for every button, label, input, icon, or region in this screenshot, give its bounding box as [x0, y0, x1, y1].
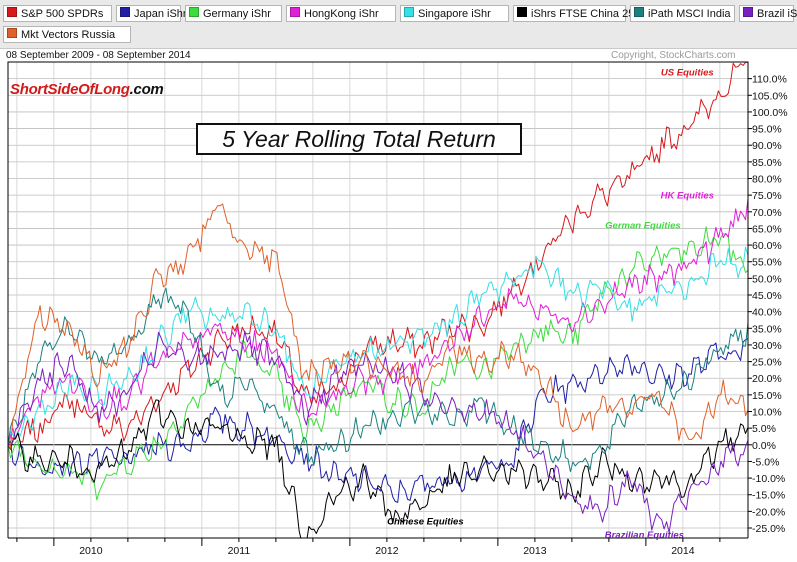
y-tick-label: 95.0% — [752, 124, 782, 136]
y-tick-label: 0.0% — [752, 440, 776, 452]
legend-swatch — [743, 7, 753, 17]
legend-swatch — [404, 7, 414, 17]
y-tick-label: 35.0% — [752, 323, 782, 335]
legend-item[interactable]: Japan iShr — [116, 5, 187, 22]
legend-item[interactable]: Singapore iShr — [400, 5, 509, 22]
chart-title: 5 Year Rolling Total Return — [196, 123, 522, 155]
legend-swatch — [189, 7, 199, 17]
legend-swatch — [290, 7, 300, 17]
y-tick-label: 70.0% — [752, 207, 782, 219]
legend-label: HongKong iShr — [304, 8, 379, 20]
y-tick-label: 90.0% — [752, 140, 782, 152]
legend-item[interactable]: HongKong iShr — [286, 5, 396, 22]
legend-swatch — [634, 7, 644, 17]
y-tick-label: 40.0% — [752, 307, 782, 319]
x-axis-band — [0, 538, 797, 562]
series-line — [7, 399, 749, 547]
series-annotation: German Equities — [605, 220, 681, 231]
y-tick-label: 55.0% — [752, 257, 782, 269]
y-tick-label: -10.0% — [752, 473, 785, 485]
legend-item[interactable]: iShrs FTSE China 25 — [513, 5, 634, 22]
legend-item[interactable]: Mkt Vectors Russia — [3, 26, 131, 43]
y-tick-label: -5.0% — [752, 456, 779, 468]
series-line — [7, 198, 749, 445]
y-tick-label: 110.0% — [752, 74, 787, 86]
legend-label: Japan iShr — [134, 8, 187, 20]
y-tick-label: 45.0% — [752, 290, 782, 302]
y-tick-label: 20.0% — [752, 373, 782, 385]
legend-label: iPath MSCI India — [648, 8, 731, 20]
y-tick-label: 30.0% — [752, 340, 782, 352]
y-tick-label: 75.0% — [752, 190, 782, 202]
legend-label: Brazil iShr — [757, 8, 797, 20]
y-tick-label: -25.0% — [752, 523, 785, 535]
x-tick-label: 2012 — [375, 545, 399, 557]
brand-logo: ShortSideOfLong.com — [10, 81, 164, 98]
legend-swatch — [7, 7, 17, 17]
x-tick-label: 2010 — [79, 545, 103, 557]
series-line — [7, 226, 749, 501]
legend-item[interactable]: S&P 500 SPDRs — [3, 5, 112, 22]
y-tick-label: 5.0% — [752, 423, 776, 435]
series-annotation: Chinese Equities — [387, 517, 464, 528]
series-line — [7, 338, 749, 503]
y-tick-label: -15.0% — [752, 490, 785, 502]
legend-label: S&P 500 SPDRs — [21, 8, 104, 20]
y-tick-label: -20.0% — [752, 506, 785, 518]
copyright-text: Copyright, StockCharts.com — [611, 50, 736, 61]
series-annotation: Brazilian Equities — [605, 530, 684, 541]
legend-label: iShrs FTSE China 25 — [531, 8, 635, 20]
series-line — [7, 246, 749, 445]
series-line — [7, 287, 749, 473]
series-annotation: US Equities — [661, 67, 714, 78]
x-tick-label: 2013 — [523, 545, 547, 557]
date-range: 08 September 2009 - 08 September 2014 — [6, 50, 191, 61]
y-tick-label: 60.0% — [752, 240, 782, 252]
series-line — [7, 203, 749, 449]
x-tick-label: 2011 — [228, 545, 251, 557]
y-tick-label: 80.0% — [752, 174, 782, 186]
y-tick-label: 65.0% — [752, 223, 782, 235]
legend-item[interactable]: iPath MSCI India — [630, 5, 735, 22]
y-tick-label: 25.0% — [752, 357, 782, 369]
series-annotation: HK Equities — [661, 190, 714, 201]
y-tick-label: 100.0% — [752, 107, 788, 119]
legend-swatch — [7, 28, 17, 38]
y-tick-label: 50.0% — [752, 273, 782, 285]
series-line — [7, 61, 749, 445]
y-tick-label: 105.0% — [752, 90, 788, 102]
legend-item[interactable]: Brazil iShr — [739, 5, 797, 22]
legend-label: Germany iShr — [203, 8, 271, 20]
legend-label: Mkt Vectors Russia — [21, 29, 116, 41]
y-tick-label: 15.0% — [752, 390, 782, 402]
brand-logo-name: ShortSideOfLong — [10, 81, 130, 98]
legend-item[interactable]: Germany iShr — [185, 5, 282, 22]
y-tick-label: 10.0% — [752, 407, 782, 419]
legend-swatch — [517, 7, 527, 17]
x-tick-label: 2014 — [671, 545, 695, 557]
brand-logo-domain: .com — [129, 81, 164, 98]
y-axis-area — [748, 62, 797, 538]
series-line — [7, 330, 749, 533]
y-tick-label: 85.0% — [752, 157, 782, 169]
legend-label: Singapore iShr — [418, 8, 491, 20]
legend-swatch — [120, 7, 130, 17]
